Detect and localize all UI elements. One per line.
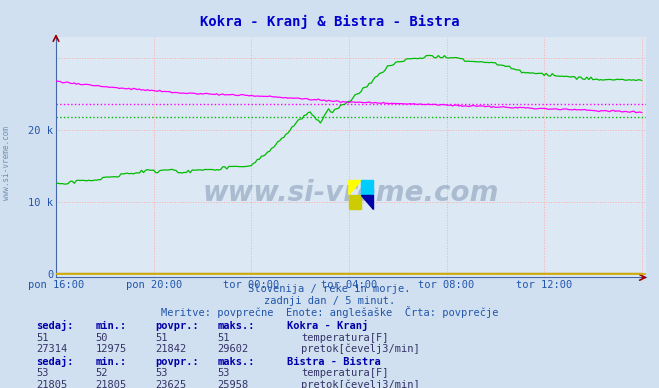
- Text: Slovenija / reke in morje.: Slovenija / reke in morje.: [248, 284, 411, 294]
- Text: temperatura[F]: temperatura[F]: [301, 368, 389, 378]
- Text: 27314: 27314: [36, 344, 67, 354]
- Text: 51: 51: [36, 333, 49, 343]
- Text: 23625: 23625: [155, 380, 186, 388]
- Polygon shape: [361, 195, 373, 209]
- Text: maks.:: maks.:: [217, 321, 255, 331]
- Text: Kokra - Kranj & Bistra - Bistra: Kokra - Kranj & Bistra - Bistra: [200, 14, 459, 28]
- Text: 51: 51: [155, 333, 167, 343]
- Text: min.:: min.:: [96, 357, 127, 367]
- Text: 21805: 21805: [96, 380, 127, 388]
- Text: www.si-vreme.com: www.si-vreme.com: [203, 179, 499, 207]
- Text: povpr.:: povpr.:: [155, 321, 198, 331]
- Text: povpr.:: povpr.:: [155, 357, 198, 367]
- Text: sedaj:: sedaj:: [36, 320, 74, 331]
- Polygon shape: [361, 180, 373, 195]
- Text: 52: 52: [96, 368, 108, 378]
- Text: 53: 53: [155, 368, 167, 378]
- Text: 29602: 29602: [217, 344, 248, 354]
- Text: 21842: 21842: [155, 344, 186, 354]
- Text: 12975: 12975: [96, 344, 127, 354]
- Text: temperatura[F]: temperatura[F]: [301, 333, 389, 343]
- Text: 53: 53: [217, 368, 230, 378]
- Text: 25958: 25958: [217, 380, 248, 388]
- Text: 53: 53: [36, 368, 49, 378]
- Polygon shape: [349, 180, 361, 195]
- Text: Bistra - Bistra: Bistra - Bistra: [287, 357, 380, 367]
- Text: min.:: min.:: [96, 321, 127, 331]
- Text: sedaj:: sedaj:: [36, 356, 74, 367]
- Text: Meritve: povprečne  Enote: anglešaške  Črta: povprečje: Meritve: povprečne Enote: anglešaške Črt…: [161, 307, 498, 318]
- Text: 21805: 21805: [36, 380, 67, 388]
- Polygon shape: [349, 195, 361, 209]
- Text: 51: 51: [217, 333, 230, 343]
- Text: www.si-vreme.com: www.si-vreme.com: [2, 126, 11, 200]
- Text: pretok[čevelj3/min]: pretok[čevelj3/min]: [301, 344, 420, 355]
- Text: maks.:: maks.:: [217, 357, 255, 367]
- Text: 50: 50: [96, 333, 108, 343]
- Text: Kokra - Kranj: Kokra - Kranj: [287, 320, 368, 331]
- Text: pretok[čevelj3/min]: pretok[čevelj3/min]: [301, 379, 420, 388]
- Text: zadnji dan / 5 minut.: zadnji dan / 5 minut.: [264, 296, 395, 306]
